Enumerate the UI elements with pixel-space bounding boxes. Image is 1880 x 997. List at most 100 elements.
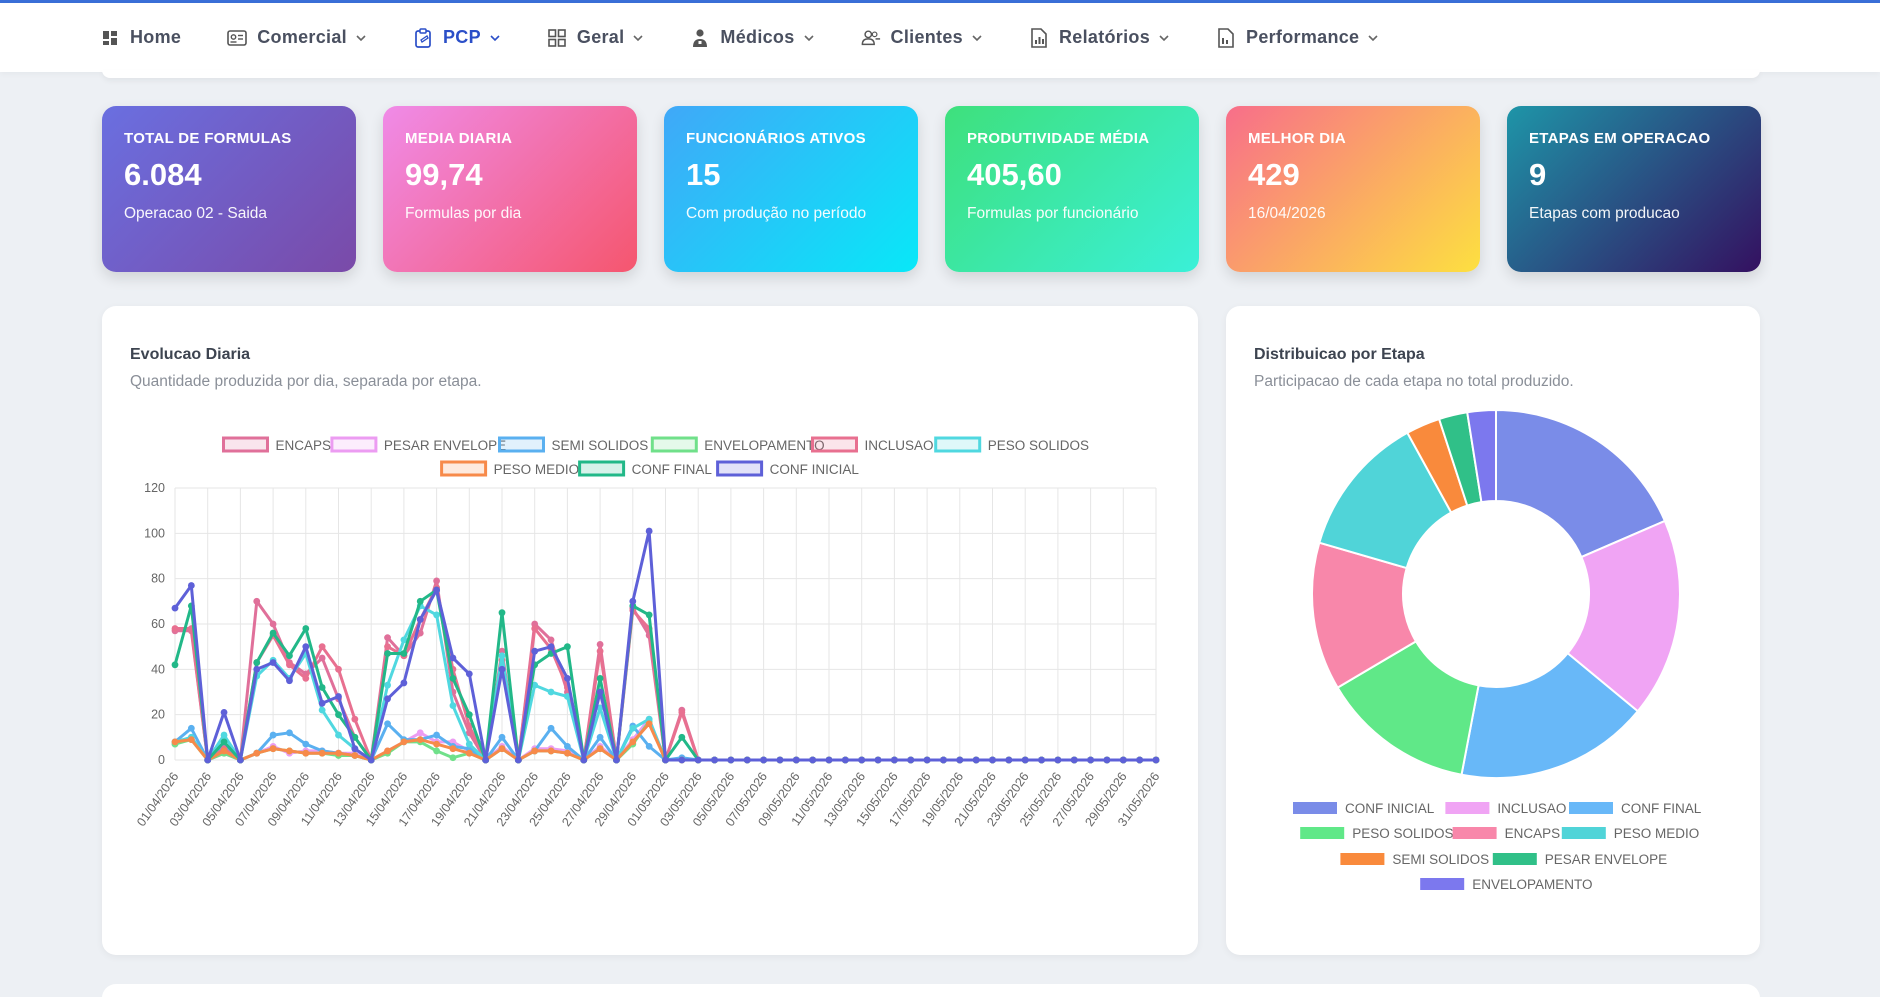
data-point[interactable] (596, 647, 604, 655)
data-point[interactable] (449, 754, 457, 762)
data-point[interactable] (253, 659, 261, 666)
data-point[interactable] (596, 675, 604, 682)
data-point[interactable] (956, 756, 964, 764)
data-point[interactable] (269, 620, 277, 628)
data-point[interactable] (482, 756, 490, 764)
data-point[interactable] (220, 731, 228, 739)
data-point[interactable] (1038, 756, 1045, 764)
data-point[interactable] (302, 740, 310, 748)
data-point[interactable] (318, 706, 326, 714)
data-point[interactable] (613, 756, 620, 764)
data-point[interactable] (596, 704, 604, 712)
data-point[interactable] (416, 597, 424, 605)
data-point[interactable] (318, 654, 326, 662)
data-point[interactable] (629, 724, 637, 732)
data-point[interactable] (384, 634, 391, 641)
data-point[interactable] (596, 641, 604, 648)
data-point[interactable] (465, 711, 473, 719)
data-point[interactable] (416, 736, 424, 743)
data-point[interactable] (662, 756, 669, 764)
data-point[interactable] (220, 738, 228, 746)
data-point[interactable] (465, 670, 473, 678)
data-point[interactable] (367, 756, 375, 764)
data-point[interactable] (531, 647, 539, 655)
data-point[interactable] (302, 749, 310, 757)
legend-item[interactable]: CONF INICIAL (1293, 801, 1435, 816)
legend-item[interactable]: PESO SOLIDOS (934, 436, 1089, 453)
data-point[interactable] (269, 629, 277, 637)
data-point[interactable] (286, 747, 293, 755)
legend-item[interactable]: CONF INICIAL (716, 460, 860, 477)
data-point[interactable] (220, 709, 228, 716)
data-point[interactable] (727, 756, 735, 764)
data-point[interactable] (171, 625, 179, 632)
data-point[interactable] (596, 733, 604, 741)
data-point[interactable] (645, 720, 653, 728)
data-point[interactable] (171, 738, 179, 746)
data-point[interactable] (351, 752, 359, 759)
legend-item[interactable]: INCLUSAO (811, 436, 934, 453)
data-point[interactable] (580, 756, 588, 764)
data-point[interactable] (1087, 756, 1094, 764)
data-point[interactable] (416, 616, 424, 623)
data-point[interactable] (384, 720, 391, 728)
nav-item-medicos[interactable]: Médicos (690, 27, 814, 48)
data-point[interactable] (384, 747, 391, 755)
data-point[interactable] (204, 756, 212, 764)
data-point[interactable] (498, 665, 506, 673)
data-point[interactable] (564, 743, 571, 750)
data-point[interactable] (972, 756, 980, 764)
nav-item-performance[interactable]: Performance (1216, 27, 1379, 48)
legend-item[interactable]: INCLUSAO (1445, 801, 1566, 816)
data-point[interactable] (187, 736, 195, 743)
data-point[interactable] (547, 643, 555, 651)
data-point[interactable] (825, 756, 833, 764)
data-point[interactable] (253, 597, 261, 605)
data-point[interactable] (645, 527, 653, 535)
data-point[interactable] (400, 738, 408, 746)
data-point[interactable] (498, 733, 506, 741)
data-point[interactable] (384, 695, 391, 703)
legend-item[interactable]: SEMI SOLIDOS (498, 436, 649, 453)
data-point[interactable] (449, 675, 457, 682)
data-point[interactable] (547, 747, 555, 755)
legend-item[interactable]: PESO SOLIDOS (1300, 826, 1453, 841)
data-point[interactable] (302, 625, 310, 632)
data-point[interactable] (629, 597, 637, 605)
data-point[interactable] (645, 611, 653, 619)
legend-item[interactable]: PESO MEDIO (1561, 826, 1700, 841)
data-point[interactable] (449, 654, 457, 662)
donut-slice-conf-inicial[interactable] (1495, 408, 1667, 559)
data-point[interactable] (1119, 756, 1127, 764)
data-point[interactable] (286, 677, 293, 685)
data-point[interactable] (286, 729, 293, 737)
data-point[interactable] (776, 756, 784, 764)
data-point[interactable] (564, 643, 571, 651)
data-point[interactable] (187, 582, 195, 589)
data-point[interactable] (1152, 756, 1160, 764)
data-point[interactable] (907, 756, 915, 764)
data-point[interactable] (400, 636, 408, 644)
data-point[interactable] (809, 756, 817, 764)
data-point[interactable] (760, 756, 767, 764)
data-point[interactable] (711, 756, 718, 764)
data-point[interactable] (220, 747, 228, 755)
data-point[interactable] (433, 731, 440, 739)
data-point[interactable] (547, 724, 555, 732)
data-point[interactable] (237, 756, 244, 764)
data-point[interactable] (269, 745, 277, 753)
data-point[interactable] (1103, 756, 1111, 764)
data-point[interactable] (171, 661, 179, 669)
data-point[interactable] (547, 688, 555, 696)
data-point[interactable] (318, 684, 326, 691)
data-point[interactable] (384, 650, 391, 657)
legend-item[interactable]: CONF FINAL (1569, 801, 1702, 816)
legend-item[interactable]: PESAR ENVELOPE (1492, 852, 1667, 867)
data-point[interactable] (286, 661, 293, 669)
donut-slice-inclusao[interactable] (1566, 519, 1681, 713)
data-point[interactable] (449, 745, 457, 753)
data-point[interactable] (841, 756, 849, 764)
data-point[interactable] (335, 711, 342, 719)
data-point[interactable] (433, 577, 440, 585)
legend-item[interactable]: PESO MEDIO (440, 460, 580, 477)
